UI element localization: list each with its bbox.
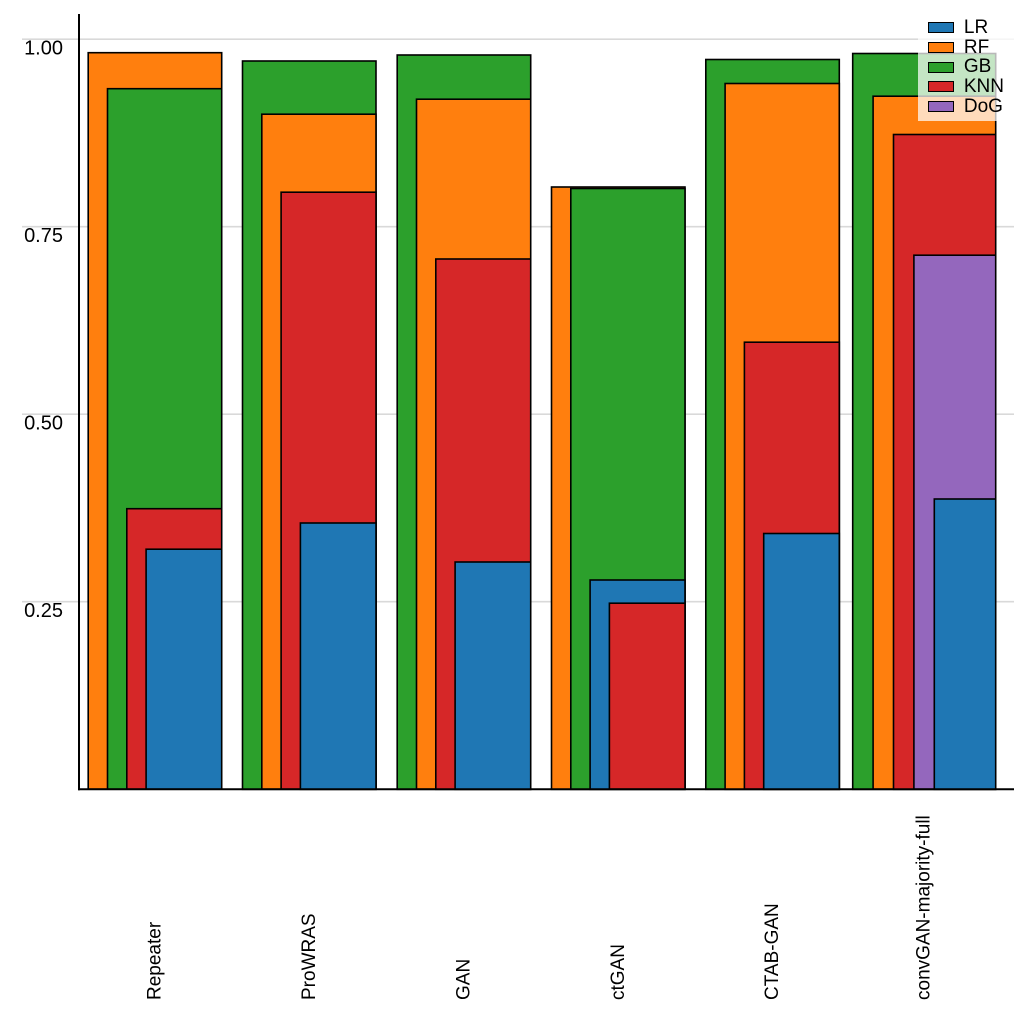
bar-lr-repeater — [145, 548, 223, 791]
legend-label-rf: RF — [963, 36, 990, 58]
x-axis-label-ctgan: ctGAN — [608, 944, 629, 1000]
legend-item-gb: GB — [927, 56, 1004, 78]
y-tick-label: 0.50 — [24, 413, 63, 435]
bar-knn-ctgan — [608, 602, 686, 791]
legend-label-knn: KNN — [963, 75, 1004, 97]
bar-lr-convgan-majority-full — [933, 498, 997, 791]
legend-label-gb: GB — [963, 56, 992, 78]
legend-label-dog: DoG — [963, 95, 1003, 117]
legend-item-rf: RF — [927, 36, 1004, 58]
x-axis-label-gan: GAN — [454, 959, 475, 1000]
bar-lr-prowras — [299, 522, 377, 791]
bar-lr-ctab-gan — [762, 532, 841, 791]
x-axis-label-prowras: ProWRAS — [299, 913, 320, 1000]
legend-label-lr: LR — [963, 16, 989, 38]
legend-swatch-gb — [927, 61, 954, 73]
bar-lr-gan — [454, 561, 532, 791]
y-tick-label: 1.00 — [24, 38, 63, 60]
y-tick-label: 0.25 — [24, 600, 63, 622]
x-axis-label-ctab-gan: CTAB-GAN — [762, 903, 783, 1000]
legend-item-lr: LR — [927, 16, 1004, 38]
legend-swatch-lr — [927, 22, 954, 34]
y-tick-label: 0.75 — [24, 225, 63, 247]
x-axis-label-repeater: Repeater — [144, 921, 165, 1000]
legend: LR RF GB KNN DoG — [917, 15, 1016, 122]
legend-swatch-rf — [927, 42, 954, 54]
x-axis-label-convgan-majority-full: convGAN-majority-full — [914, 815, 935, 1000]
legend-swatch-knn — [927, 81, 954, 93]
legend-item-knn: KNN — [927, 75, 1004, 97]
legend-swatch-dog — [927, 101, 954, 113]
legend-item-dog: DoG — [927, 95, 1004, 117]
